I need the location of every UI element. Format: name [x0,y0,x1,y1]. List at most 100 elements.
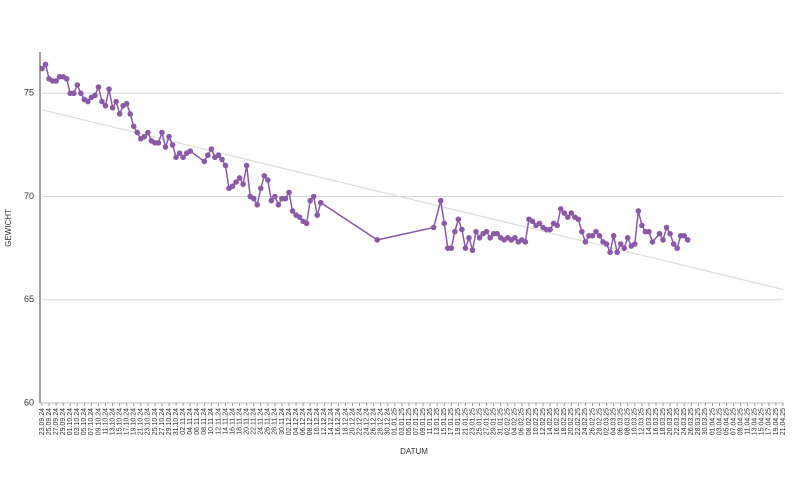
x-tick-label: 02.03.25 [603,408,610,435]
x-tick-label: 26.03.25 [688,408,695,435]
x-tick-label: 14.03.25 [646,408,653,435]
data-point [78,90,84,97]
x-axis-label: DATUM [400,447,428,456]
x-tick-label: 11.04.25 [745,408,752,435]
x-tick-label: 18.11.24 [236,408,243,435]
x-tick-label: 03.10.24 [74,408,81,435]
x-tick-label: 09.04.25 [738,408,745,435]
x-tick-label: 21.04.25 [780,408,787,435]
x-tick-label: 16.11.24 [229,408,236,435]
data-point [522,239,529,245]
x-tick-label: 08.11.24 [201,408,208,435]
data-point [663,224,670,231]
trend-line [41,109,784,291]
x-tick-label: 18.02.25 [561,408,568,435]
data-point [169,142,176,148]
data-point [614,249,620,256]
data-point [579,228,585,235]
data-point [466,235,472,241]
data-point [180,154,186,161]
data-point [635,208,642,214]
data-point [265,177,271,183]
data-point [610,232,617,239]
data-point [670,241,677,247]
data-point [593,228,599,235]
data-point [176,150,183,156]
x-tick-label: 16.03.25 [653,408,660,435]
x-tick-label: 30.11.24 [279,408,286,435]
y-tick-label: 75 [24,88,34,98]
data-point [254,201,261,208]
data-point [116,111,123,117]
data-point [582,239,589,245]
x-tick-label: 14.11.24 [222,408,229,435]
x-tick-label: 21.01.25 [462,408,469,435]
data-point [639,222,645,229]
data-point [222,162,229,169]
x-tick-label: 19.10.24 [131,408,138,435]
x-tick-label: 05.04.25 [723,408,730,435]
data-point [296,214,303,220]
data-point [95,84,102,90]
x-tick-label: 30.03.25 [702,408,709,435]
x-tick-label: 23.09.24 [39,408,46,435]
data-point [660,237,666,243]
x-tick-label: 10.11.24 [208,408,215,435]
data-point [603,241,610,247]
x-tick-label: 22.11.24 [251,408,258,435]
x-tick-label: 19.04.25 [773,408,780,435]
data-point [282,195,289,202]
x-tick-label: 24.11.24 [258,408,265,435]
data-point [561,210,568,216]
data-point [208,146,215,152]
x-tick-label: 05.10.24 [81,408,88,435]
x-tick-label: 17.01.25 [448,408,455,435]
x-tick-label: 09.10.24 [95,408,102,435]
x-tick-label: 01.04.25 [709,408,716,435]
data-point [441,220,448,227]
data-point [173,154,179,161]
data-point [568,210,575,216]
y-tick-label: 65 [24,294,34,304]
data-point [229,183,236,190]
data-point [243,162,250,169]
data-point [102,102,109,109]
x-tick-label: 25.01.25 [476,408,483,435]
data-point [617,241,624,247]
data-point [106,86,112,92]
x-tick-label: 29.01.25 [491,408,498,435]
x-tick-label: 10.02.25 [533,408,540,435]
data-point [166,133,172,140]
data-point [575,216,582,223]
x-tick-label: 20.02.25 [568,408,575,435]
data-point [681,232,687,239]
x-tick-label: 27.01.25 [483,408,490,435]
y-tick-label: 70 [24,191,34,201]
data-point [74,82,81,88]
data-point [303,220,310,227]
data-point [455,216,462,223]
x-tick-label: 25.09.24 [46,408,53,435]
x-tick-label: 28.12.24 [378,408,385,435]
x-tick-label: 02.12.24 [286,408,293,435]
x-tick-label: 30.12.24 [385,408,392,435]
x-tick-label: 04.11.24 [187,408,194,435]
x-tick-label: 02.11.24 [180,408,187,435]
data-point [250,195,257,202]
x-tick-label: 06.03.25 [618,408,625,435]
x-tick-label: 12.11.24 [215,408,222,435]
x-tick-label: 23.10.24 [145,408,152,435]
x-tick-label: 20.03.25 [667,408,674,435]
data-point [554,222,560,229]
data-point [646,228,652,235]
data-point [674,245,680,251]
data-point [123,100,130,107]
data-point [430,224,437,231]
data-point [459,226,465,233]
x-tick-label: 02.02.25 [505,408,512,435]
data-point [494,230,500,237]
data-point [155,140,162,146]
data-point [547,226,553,233]
data-point [483,228,490,235]
